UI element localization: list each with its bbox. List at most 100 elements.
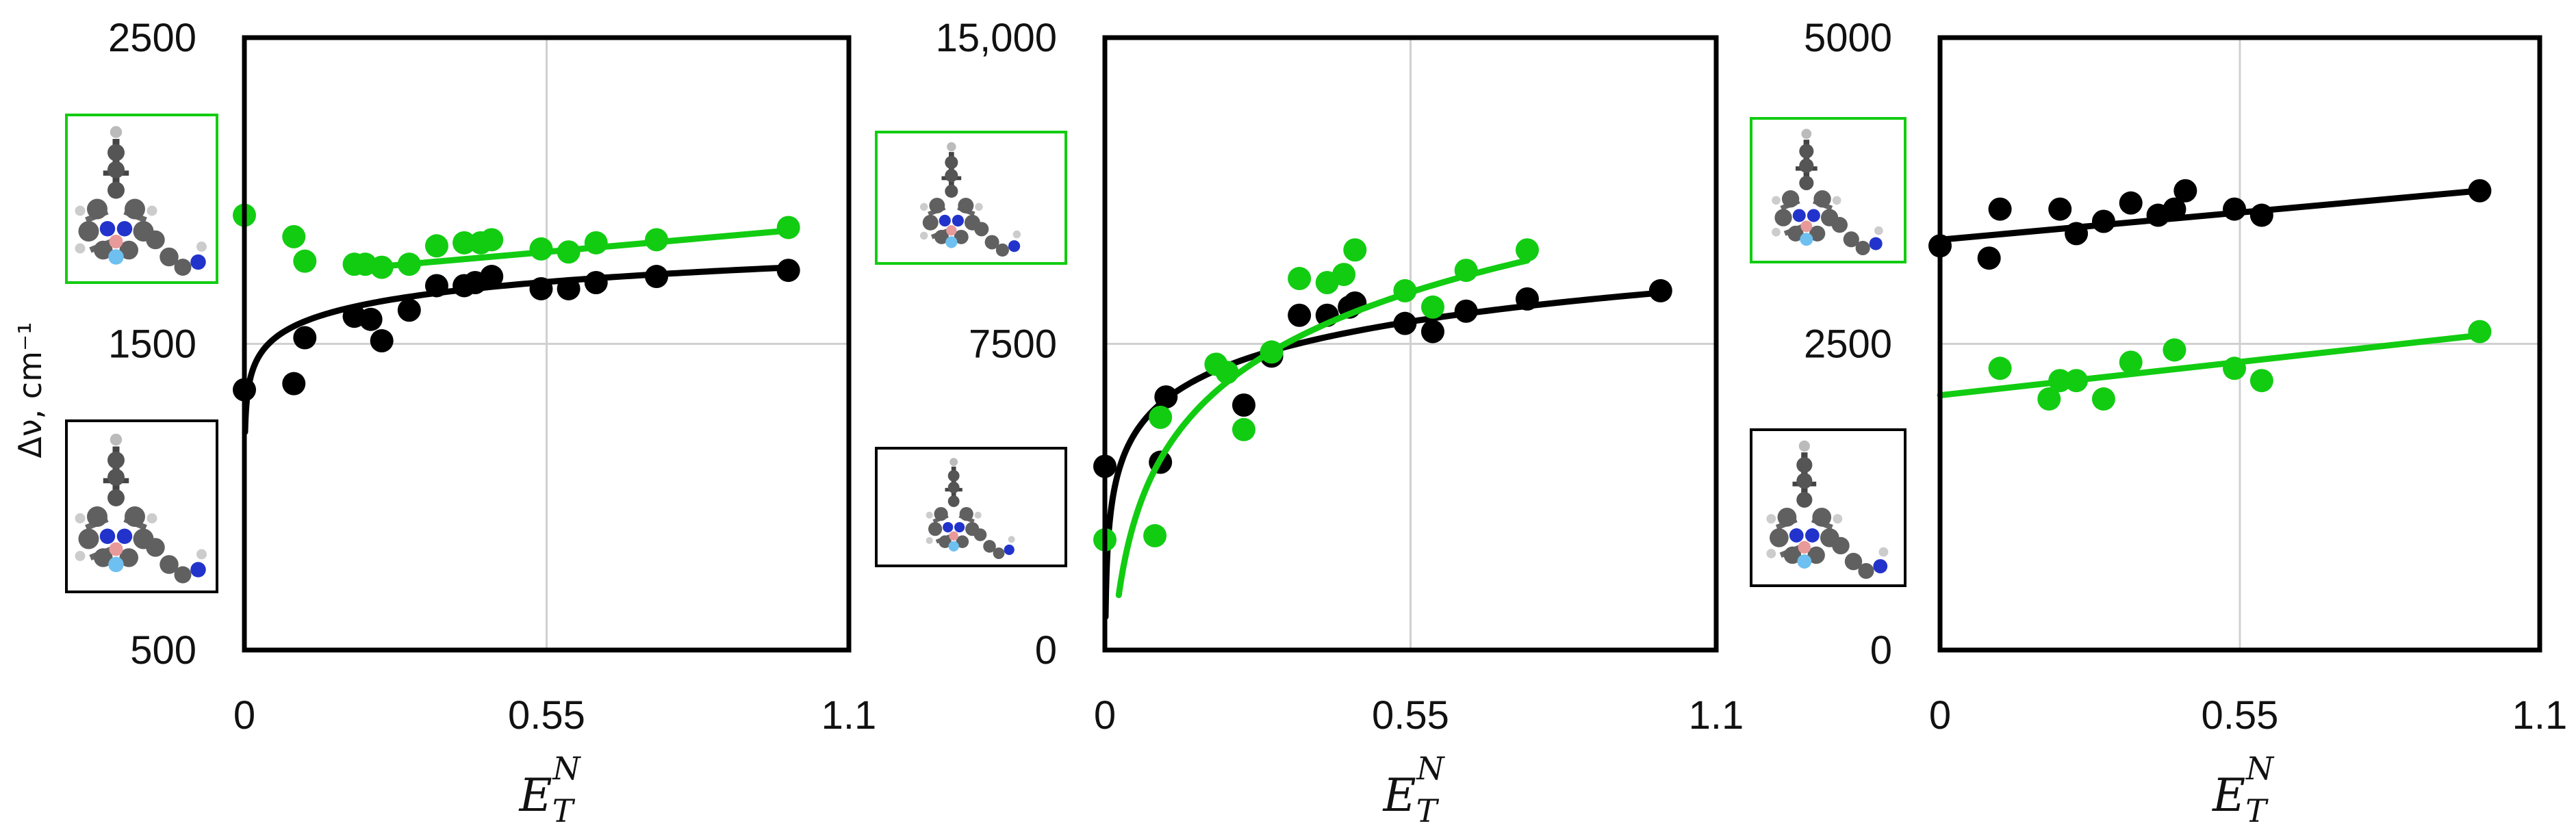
data-point-black xyxy=(480,265,504,289)
data-point-black xyxy=(397,298,421,322)
data-point-green xyxy=(370,255,394,279)
x-axis-label: ETN xyxy=(1383,750,1446,829)
data-point-black xyxy=(2048,197,2072,221)
data-point-green xyxy=(2065,369,2089,393)
y-tick-label: 500 xyxy=(130,628,196,673)
chart-panel-3: 5000 2500 00 0.55 1.1 ETN xyxy=(1750,16,2568,829)
y-tick-label: 2500 xyxy=(108,16,196,60)
chart-panel-1: 2500 1500 500 0 0.55 1.1 ETN xyxy=(65,16,877,829)
y-tick-label: 0 xyxy=(1035,628,1057,673)
data-point-green xyxy=(1988,356,2012,380)
y-tick-label: 0 xyxy=(1870,628,1892,673)
data-point-green xyxy=(282,224,306,248)
icon-frame xyxy=(65,419,218,593)
molecule-green-framed-icon xyxy=(65,114,218,284)
data-point-green xyxy=(293,249,317,273)
data-point-green xyxy=(2223,356,2247,380)
y-tick-label: 2500 xyxy=(1804,322,1892,367)
data-point-black xyxy=(2091,209,2115,233)
data-point-black xyxy=(1420,320,1444,343)
icon-frame xyxy=(875,447,1067,567)
data-point-black xyxy=(1154,385,1178,409)
data-point-black xyxy=(1288,303,1312,327)
data-point-black xyxy=(1515,287,1539,311)
y-tick-label: 1500 xyxy=(108,322,196,367)
data-point-green xyxy=(424,234,448,258)
y-axis-label: Δν, cm⁻¹ xyxy=(12,322,49,458)
data-point-green xyxy=(2048,369,2072,393)
data-point-green xyxy=(1343,238,1367,262)
x-axis-label: ETN xyxy=(519,750,582,829)
data-point-green xyxy=(1332,263,1356,287)
data-point-black xyxy=(1648,278,1672,302)
data-point-green xyxy=(584,231,608,255)
data-point-green xyxy=(1515,238,1539,262)
molecule-black-framed-icon xyxy=(65,419,218,593)
data-point-green xyxy=(2468,320,2492,343)
data-point-green xyxy=(529,237,553,261)
data-point-green xyxy=(1143,523,1167,547)
icon-frame xyxy=(875,131,1067,265)
x-tick-label: 1.1 xyxy=(2512,693,2568,738)
data-point-black xyxy=(1988,197,2012,221)
data-point-green xyxy=(1215,361,1239,385)
data-point-black xyxy=(584,271,608,294)
data-point-green xyxy=(1149,405,1173,429)
x-tick-label: 0 xyxy=(233,693,255,738)
trend-line-black xyxy=(1937,187,2483,243)
data-point-green xyxy=(645,228,669,252)
trend-line-black xyxy=(1102,289,1664,620)
data-point-green xyxy=(1232,417,1255,441)
data-point-black xyxy=(370,329,394,353)
data-point-black xyxy=(2065,222,2089,246)
molecule-black-framed-icon xyxy=(875,447,1067,567)
data-point-black xyxy=(1977,246,2001,270)
trend-line-green xyxy=(1937,332,2483,399)
data-point-green xyxy=(1420,295,1444,319)
x-axis-label: ETN xyxy=(2212,750,2275,829)
molecule-green-framed-icon xyxy=(1750,117,1907,263)
data-point-black xyxy=(2468,179,2492,203)
x-tick-label: 0 xyxy=(1929,693,1951,738)
data-point-green xyxy=(557,240,581,264)
data-point-green xyxy=(2119,350,2143,374)
data-point-black xyxy=(359,307,383,331)
data-point-green xyxy=(776,216,800,239)
data-point-green xyxy=(1288,267,1312,291)
data-point-black xyxy=(2163,197,2186,221)
data-point-black xyxy=(2119,191,2143,215)
data-point-green xyxy=(452,231,476,255)
data-point-green xyxy=(480,228,504,252)
data-point-black xyxy=(2223,197,2247,221)
data-point-green xyxy=(1454,259,1478,283)
data-point-green xyxy=(1260,340,1284,364)
data-point-black xyxy=(645,265,669,289)
y-tick-label: 5000 xyxy=(1804,16,1892,60)
data-point-black xyxy=(2249,203,2273,227)
y-tick-label: 15,000 xyxy=(936,16,1057,60)
data-point-green xyxy=(2163,338,2186,362)
data-point-black xyxy=(2173,179,2197,203)
x-tick-label: 0.55 xyxy=(508,693,585,738)
molecule-green-framed-icon xyxy=(875,131,1067,265)
trend-line-black xyxy=(242,264,792,435)
data-point-black xyxy=(1232,393,1255,417)
x-tick-label: 1.1 xyxy=(1689,693,1744,738)
data-point-green xyxy=(397,252,421,276)
plot-frame xyxy=(1102,35,1719,653)
data-point-black xyxy=(293,326,317,350)
data-point-green xyxy=(2091,387,2115,411)
data-point-black xyxy=(282,372,306,395)
data-point-black xyxy=(776,259,800,283)
data-point-green xyxy=(2037,387,2061,411)
x-tick-label: 1.1 xyxy=(821,693,877,738)
icon-frame xyxy=(65,114,218,284)
data-point-black xyxy=(1393,311,1417,335)
data-point-black xyxy=(557,276,581,300)
x-tick-label: 0.55 xyxy=(2202,693,2279,738)
plot-frame xyxy=(242,35,852,653)
icon-frame xyxy=(1750,117,1907,263)
data-point-black xyxy=(1454,299,1478,323)
molecule-black-framed-icon xyxy=(1750,428,1907,587)
